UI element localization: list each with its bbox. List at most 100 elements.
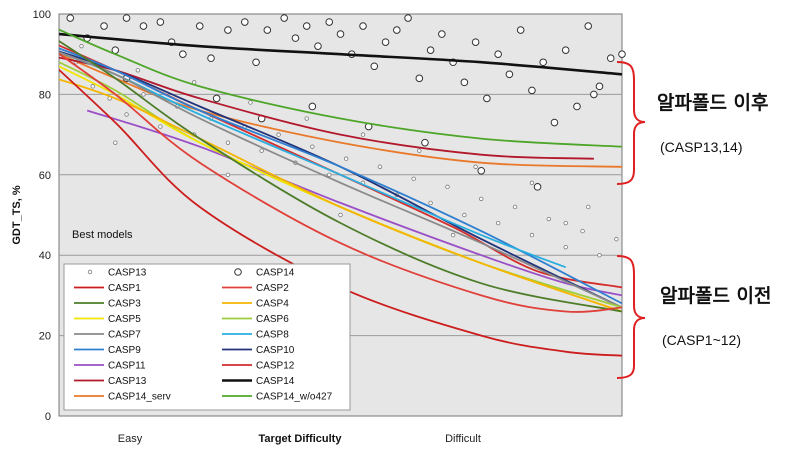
casp14-point [516,26,525,34]
series-line-casp4 [59,78,622,313]
legend-label: CASP2 [256,283,289,294]
legend-label: CASP5 [108,314,141,325]
series-line-casp11 [86,109,622,297]
y-axis-ticks: 0 20 40 60 80 100 [33,9,51,423]
casp14-point [291,34,300,42]
annotations: 알파폴드 이후 (CASP13,14) 알파폴드 이전 (CASP1~12) [616,61,772,379]
legend-label: CASP14_w/o427 [256,392,333,403]
casp14-point [302,22,311,30]
casp14-point [314,42,322,50]
casp13-point [276,132,281,137]
casp14-point [421,138,429,147]
casp14-point [539,58,547,67]
series-line-casp3 [59,39,622,313]
annotation-after-subtitle: (CASP13,14) [660,139,742,155]
casp14-point [381,38,390,46]
legend-label: CASP3 [108,299,141,310]
legend-label: CASP14 [256,376,295,387]
casp13-point [495,220,501,226]
casp14-point [280,14,289,22]
casp13-point [597,252,602,258]
casp14-point [308,102,317,111]
legend-entry-casp13-line: CASP13 [74,376,147,387]
casp14-point [263,26,272,34]
casp13-point [580,228,585,234]
legend-entry-casp10-line: CASP10 [222,345,295,356]
legend-entry-casp5-line: CASP5 [74,314,141,325]
legend-entry-casp12-line: CASP12 [222,361,295,372]
casp13-point [529,232,535,238]
legend-entry-casp11-line: CASP11 [74,361,146,372]
x-label-easy: Easy [118,433,143,445]
casp14-point [618,50,626,59]
casp13-point [124,112,129,117]
legend-label: CASP8 [256,330,289,341]
casp13-point [327,172,332,177]
casp13-point [225,172,231,177]
casp14-point [359,22,367,30]
casp14-point [550,118,559,127]
casp14-point [66,14,75,22]
casp14-point [240,18,249,26]
casp13-point [473,164,478,169]
casp14-point [606,54,615,63]
y-axis-label: GDT_TS, % [11,185,23,245]
y-tick-label: 100 [33,9,51,21]
casp13-point [563,220,568,226]
legend-entry-casp2-line: CASP2 [222,283,289,294]
legend-label: CASP12 [256,361,295,372]
legend-entry-casp14-open-circle: CASP14 [234,268,295,279]
casp14-point [393,26,401,34]
series-line-casp14-w-o427 [59,28,622,148]
legend-label: CASP7 [108,330,141,341]
curve-layer [59,28,622,357]
casp13-point [529,180,535,186]
legend-marker [87,269,93,275]
legend-entry-casp4-line: CASP4 [222,299,289,310]
legend-entry-casp13-small-dot: CASP13 [87,268,147,279]
casp14-point [139,22,148,30]
casp14-point [122,14,131,22]
legend-label: CASP10 [256,345,295,356]
legend-entry-casp6-line: CASP6 [222,314,289,325]
scatter-layer [66,14,626,258]
casp14-point [590,90,598,99]
casp13-point [377,164,383,169]
casp14-point [528,86,536,95]
casp13-point [546,216,552,222]
casp13-point [135,68,141,73]
casp14-point [595,82,604,91]
casp13-point [417,148,422,153]
casp13-point [462,212,467,218]
annotation-before-subtitle: (CASP1~12) [662,332,741,348]
casp13-point [428,200,433,206]
legend-entry-casp9-line: CASP9 [74,345,141,356]
casp14-point [505,70,514,79]
casp14-point [573,102,581,111]
legend-entry-casp1-line: CASP1 [74,283,141,294]
casp13-point [360,132,366,137]
y-tick-label: 60 [39,170,51,182]
casp14-point [195,22,204,30]
legend-label: CASP11 [108,361,146,372]
casp13-point [445,184,450,190]
legend-marker [234,268,242,276]
casp13-point [310,144,315,149]
legend-label: CASP6 [256,314,289,325]
casp14-point [156,18,165,26]
y-tick-label: 20 [39,331,51,343]
legend-entry-casp3-line: CASP3 [74,299,141,310]
bracket-upper [616,61,646,185]
series-line-casp7 [59,51,622,309]
legend: CASP13 CASP14 CASP1 CASP2 CASP3 CASP4 CASP5 CAS… [63,263,351,411]
casp13-point [479,196,484,202]
casp14-point [224,26,232,34]
annotation-after-alphafold: 알파폴드 이후 [657,92,769,114]
casp14-point [477,166,486,175]
casp13-point [113,140,118,145]
casp14-point [212,94,221,103]
casp14-point [370,62,379,71]
legend-entry-casp14-w-o427-line: CASP14_w/o427 [222,392,333,403]
casp13-point [158,124,163,129]
